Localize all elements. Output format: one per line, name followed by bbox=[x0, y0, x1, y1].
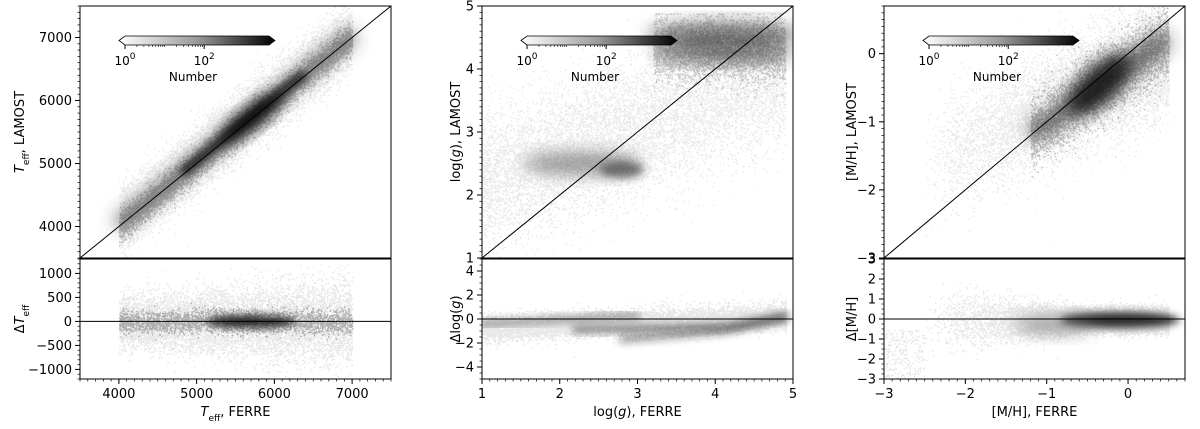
x-tick-label: 3 bbox=[633, 387, 641, 402]
x-tick-label: 1 bbox=[478, 387, 486, 402]
y-tick-label-top: 4000 bbox=[39, 220, 72, 235]
y-tick-label-bottom: 0 bbox=[466, 313, 474, 328]
y-tick-label-top: 2 bbox=[466, 189, 474, 204]
density-core bbox=[648, 22, 793, 47]
density-points bbox=[482, 292, 787, 358]
colorbar-tick-label: 100 bbox=[516, 52, 537, 68]
density-top-3 bbox=[925, 6, 1172, 246]
y-tick-label-bottom: 0 bbox=[868, 313, 876, 328]
y-tick-label-bottom: 1 bbox=[868, 293, 876, 308]
density-bottom-2 bbox=[482, 292, 789, 358]
y-axis-label-bottom-1: ΔTeff bbox=[13, 304, 32, 333]
y-tick-label-top: 0 bbox=[868, 47, 876, 62]
y-axis-label-top-2: log(g), LAMOST bbox=[449, 82, 464, 183]
colorbar-label-3: Number bbox=[973, 70, 1021, 84]
y-tick-label-top: −3 bbox=[857, 252, 876, 267]
x-axis-label-1: Teff, FERRE bbox=[201, 405, 271, 424]
x-tick-label: 0 bbox=[1124, 387, 1132, 402]
density-points bbox=[884, 329, 926, 379]
colorbar-tick-label: 102 bbox=[596, 52, 617, 68]
density-core bbox=[1014, 315, 1095, 335]
y-tick-label-bottom: 2 bbox=[466, 289, 474, 304]
x-tick-label: 6000 bbox=[258, 387, 291, 402]
one-to-one-line-1 bbox=[80, 6, 391, 258]
y-tick-label-top: 5 bbox=[466, 0, 474, 15]
y-tick-label-bottom: 1000 bbox=[39, 267, 72, 282]
y-tick-label-top: 7000 bbox=[39, 31, 72, 46]
y-axis-label-bottom-3: Δ[M/H] bbox=[845, 297, 860, 341]
x-tick-label: 4000 bbox=[102, 387, 135, 402]
colorbar-3 bbox=[922, 35, 1080, 46]
x-tick-label: 7000 bbox=[336, 387, 369, 402]
x-tick-label: 5000 bbox=[180, 387, 213, 402]
colorbar-label-2: Number bbox=[571, 70, 619, 84]
panel-top-frame-3 bbox=[883, 5, 1186, 259]
y-tick-label-top: −1 bbox=[857, 115, 876, 130]
x-tick-label: 5 bbox=[789, 387, 797, 402]
colorbar-tick-label: 100 bbox=[114, 52, 135, 68]
density-core bbox=[653, 44, 793, 63]
y-tick-label-bottom: −2 bbox=[455, 337, 474, 352]
y-tick-label-bottom: 3 bbox=[868, 253, 876, 268]
x-tick-label: −1 bbox=[1037, 387, 1056, 402]
density-core bbox=[482, 311, 641, 328]
y-tick-label-bottom: −1000 bbox=[28, 363, 72, 378]
y-tick-label-bottom: −3 bbox=[857, 373, 876, 388]
y-axis-label-top-1: Teff, LAMOST bbox=[13, 91, 32, 173]
x-tick-label: 2 bbox=[556, 387, 564, 402]
x-tick-label: 4 bbox=[711, 387, 719, 402]
density-core bbox=[1068, 53, 1131, 116]
y-tick-label-top: 6000 bbox=[39, 94, 72, 109]
one-to-one-line-3 bbox=[884, 6, 1185, 258]
y-tick-label-top: 3 bbox=[466, 126, 474, 141]
colorbar-tick-label: 100 bbox=[918, 52, 939, 68]
y-tick-label-bottom: −4 bbox=[455, 361, 474, 376]
y-tick-label-bottom: −1 bbox=[857, 333, 876, 348]
y-tick-label-top: 5000 bbox=[39, 157, 72, 172]
colorbar-2 bbox=[520, 35, 678, 46]
y-tick-label-top: −2 bbox=[857, 183, 876, 198]
density-core bbox=[599, 161, 644, 178]
density-layer bbox=[113, 6, 1180, 379]
x-tick-label: −2 bbox=[956, 387, 975, 402]
density-core bbox=[220, 93, 282, 143]
density-bottom-3 bbox=[884, 282, 1180, 379]
y-tick-label-bottom: −500 bbox=[36, 339, 72, 354]
colorbar-label-1: Number bbox=[169, 70, 217, 84]
colorbar-tick-label: 102 bbox=[194, 52, 215, 68]
colorbar-1 bbox=[118, 35, 276, 46]
y-tick-label-top: 1 bbox=[466, 252, 474, 267]
y-axis-label-bottom-2: Δlog(g) bbox=[449, 295, 464, 342]
y-tick-label-bottom: 500 bbox=[47, 291, 72, 306]
y-tick-label-bottom: 4 bbox=[466, 265, 474, 280]
y-tick-label-bottom: −2 bbox=[857, 353, 876, 368]
colorbar-tick-label: 102 bbox=[998, 52, 1019, 68]
y-tick-label-bottom: 0 bbox=[64, 315, 72, 330]
axes-layer: 4000 5000 6000 70004000500060007000−1000−50… bbox=[13, 0, 1186, 424]
y-tick-label-bottom: 2 bbox=[868, 273, 876, 288]
x-axis-label-3: [M/H], FERRE bbox=[992, 405, 1078, 420]
x-tick-label: −3 bbox=[874, 387, 893, 402]
one-to-one-line-2 bbox=[482, 6, 793, 258]
y-tick-label-top: 4 bbox=[466, 63, 474, 78]
y-axis-label-top-3: [M/H], LAMOST bbox=[845, 83, 860, 181]
density-core bbox=[619, 316, 789, 343]
x-axis-label-2: log(g), FERRE bbox=[593, 405, 681, 420]
